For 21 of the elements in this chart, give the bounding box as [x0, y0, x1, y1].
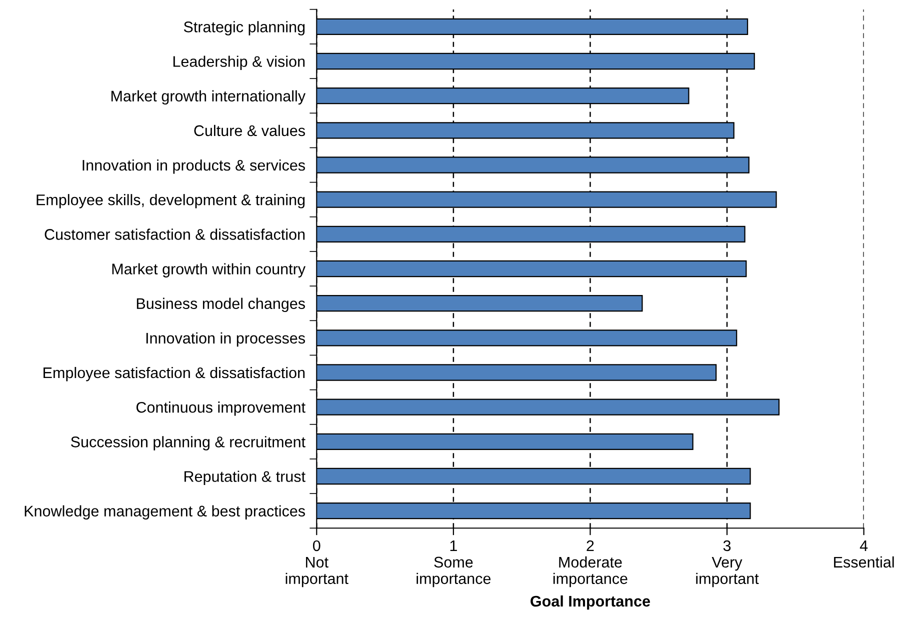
- y-tick-label: Market growth within country: [112, 263, 306, 278]
- y-tick-label: Reputation & trust: [184, 470, 306, 485]
- y-tick-label: Culture & values: [194, 124, 305, 136]
- y-tick-label: Leadership & vision: [173, 56, 305, 70]
- y-tick-label: Knowledge management & best practices: [24, 505, 305, 520]
- y-tick-label: Employee satisfaction & dissatisfaction: [44, 366, 305, 382]
- y-tick-label: Business model changes: [136, 298, 305, 312]
- y-tick-label: Innovation in products & services: [82, 159, 305, 174]
- x-tick-label: 1 Some importance: [416, 540, 491, 588]
- y-tick-label: Customer satisfaction & dissatisfaction: [44, 228, 305, 240]
- x-axis-title: Goal Importance: [530, 595, 650, 610]
- y-tick-label: Market growth internationally: [111, 90, 306, 105]
- y-tick-label: Continuous improvement: [136, 402, 306, 416]
- x-tick-label: 3 Very important: [696, 540, 759, 588]
- y-tick-label: Employee skills, development & training: [36, 194, 305, 208]
- y-tick-label: Succession planning & recruitment: [71, 436, 306, 450]
- y-tick-label: Strategic planning: [184, 21, 305, 36]
- y-tick-label: Innovation in processes: [146, 332, 305, 347]
- x-tick-label: 4 Essential: [834, 540, 894, 568]
- x-tick-label: 0 Not important: [286, 540, 348, 588]
- x-tick-label: 2 Moderate importance: [553, 540, 628, 588]
